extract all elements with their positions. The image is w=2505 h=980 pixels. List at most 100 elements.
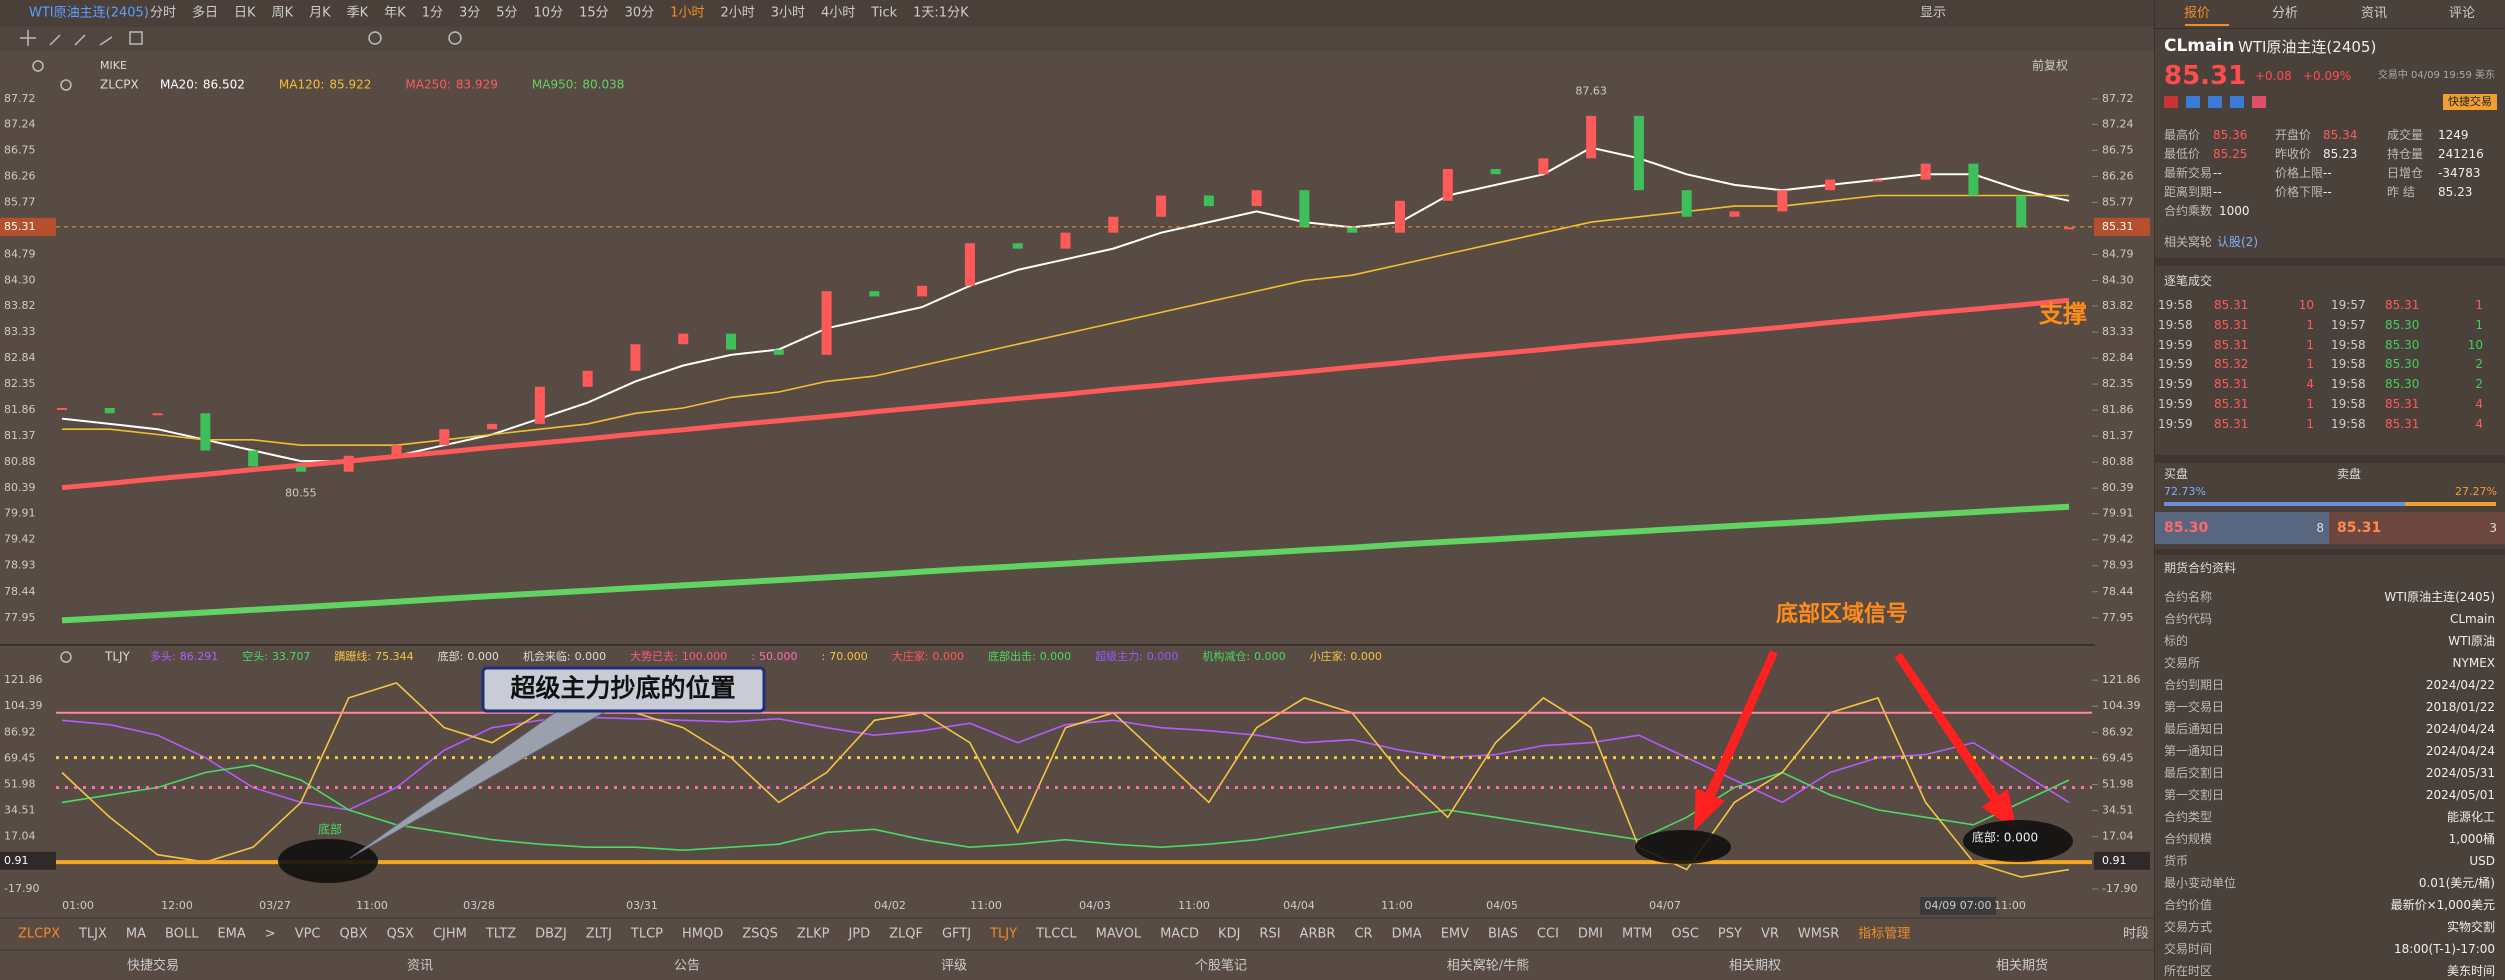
support-label: 支撑 bbox=[2039, 300, 2087, 328]
indicator-tab[interactable]: CR bbox=[1354, 927, 1372, 942]
contract-label: 合约价值 bbox=[2164, 898, 2213, 912]
footer-link[interactable]: 评级 bbox=[941, 959, 967, 974]
period-tab[interactable]: 15分 bbox=[579, 6, 609, 21]
period-tab[interactable]: 5分 bbox=[496, 6, 517, 21]
period-tab[interactable]: 年K bbox=[384, 6, 406, 21]
legend-name: 小庄家: bbox=[1310, 649, 1347, 663]
y-tick-label: 85.77 bbox=[2102, 195, 2134, 208]
indicator-tab[interactable]: ZSQS bbox=[742, 927, 778, 942]
panel-tab[interactable]: 评论 bbox=[2449, 6, 2476, 21]
panel-tab[interactable]: 分析 bbox=[2272, 6, 2299, 21]
adjust-label[interactable]: 前复权 bbox=[2032, 58, 2068, 73]
period-tab[interactable]: 2小时 bbox=[720, 6, 754, 21]
display-menu[interactable]: 显示 bbox=[1920, 6, 1946, 21]
indicator-tab[interactable]: DBZJ bbox=[535, 927, 567, 942]
indicator-tab[interactable]: TLJY bbox=[989, 927, 1017, 942]
stat-value: 85.23 bbox=[2323, 147, 2358, 161]
indicator-tab[interactable]: HMQD bbox=[682, 927, 723, 942]
period-tab[interactable]: 多日 bbox=[192, 5, 218, 21]
y-tick-label: 86.26 bbox=[2102, 169, 2134, 182]
period-tab[interactable]: 分时 bbox=[150, 6, 176, 21]
indicator-tab[interactable]: KDJ bbox=[1218, 927, 1240, 942]
indicator-tab[interactable]: MA bbox=[126, 927, 146, 942]
indicator-tab[interactable]: DMA bbox=[1392, 927, 1422, 942]
y-tick-label: 121.86 bbox=[2102, 673, 2141, 686]
period-tab[interactable]: 10分 bbox=[534, 6, 564, 21]
x-tick-label: 03/31 bbox=[626, 899, 658, 912]
legend-name: 机构减仓: bbox=[1202, 649, 1250, 663]
contract-label: 交易时间 bbox=[2164, 942, 2213, 956]
candle bbox=[678, 333, 689, 345]
period-tab[interactable]: 季K bbox=[347, 6, 369, 21]
divider bbox=[2155, 28, 2505, 29]
trade-volume: 10 bbox=[2467, 337, 2483, 352]
footer-link[interactable]: 快捷交易 bbox=[127, 958, 179, 974]
indicator-tab[interactable]: ZLTJ bbox=[586, 927, 612, 942]
indicator-tab[interactable]: CCI bbox=[1537, 927, 1559, 942]
period-tab[interactable]: 日K bbox=[234, 6, 256, 21]
period-tab[interactable]: 月K bbox=[309, 6, 331, 21]
legend-value: 80.038 bbox=[582, 78, 624, 92]
y-tick-label: 87.72 bbox=[2102, 92, 2134, 105]
period-tab[interactable]: 4小时 bbox=[821, 6, 855, 21]
panel-tab[interactable]: 报价 bbox=[2184, 6, 2211, 21]
footer-link[interactable]: 个股笔记 bbox=[1195, 958, 1247, 974]
indicator-tab[interactable]: > bbox=[265, 927, 276, 942]
panel-tab[interactable]: 资讯 bbox=[2361, 6, 2388, 21]
indicator-tab[interactable]: BIAS bbox=[1488, 927, 1518, 942]
indicator-tab[interactable]: ARBR bbox=[1300, 927, 1336, 942]
warrant-link[interactable]: 相关窝轮 bbox=[2164, 235, 2213, 249]
indicator-tab[interactable]: TLJX bbox=[78, 927, 107, 942]
quick-trade-button[interactable]: 快捷交易 bbox=[2443, 94, 2497, 110]
x-tick-label: 04/05 bbox=[1486, 899, 1518, 912]
indicator-tab[interactable]: WMSR bbox=[1798, 927, 1839, 942]
indicator-tab[interactable]: TLCP bbox=[630, 927, 663, 942]
candle bbox=[391, 445, 402, 456]
indicator-tab[interactable]: TLCCL bbox=[1035, 927, 1077, 942]
indicator-tab[interactable]: OSC bbox=[1671, 927, 1699, 942]
period-tab[interactable]: 1天:1分K bbox=[913, 6, 969, 21]
indicator-tab[interactable]: QBX bbox=[340, 927, 368, 942]
period-tab[interactable]: 1小时 bbox=[670, 6, 704, 21]
indicator-tab[interactable]: TLTZ bbox=[485, 927, 516, 942]
bid-bar bbox=[2164, 502, 2406, 506]
indicator-tab[interactable]: GFTJ bbox=[942, 927, 971, 942]
indicator-tab[interactable]: PSY bbox=[1718, 927, 1742, 942]
high-label: 87.63 bbox=[1575, 85, 1607, 98]
footer-link[interactable]: 相关期权 bbox=[1729, 958, 1781, 974]
indicator-tab[interactable]: ZLQF bbox=[889, 927, 923, 942]
indicator-tab[interactable]: BOLL bbox=[165, 927, 199, 942]
indicator-tab[interactable]: DMI bbox=[1578, 927, 1603, 942]
footer-link[interactable]: 资讯 bbox=[407, 959, 433, 974]
indicator-tab[interactable]: EMA bbox=[217, 927, 245, 942]
indicator-tab[interactable]: QSX bbox=[387, 927, 414, 942]
period-tab[interactable]: Tick bbox=[870, 6, 897, 21]
indicator-tab[interactable]: MTM bbox=[1622, 927, 1652, 942]
indicator-tab[interactable]: EMV bbox=[1441, 927, 1469, 942]
y-tick-label: 84.79 bbox=[2102, 247, 2134, 260]
indicator-tab[interactable]: MACD bbox=[1160, 927, 1199, 942]
indicator-tab[interactable]: MAVOL bbox=[1096, 927, 1142, 942]
period-tab[interactable]: 1分 bbox=[422, 6, 443, 21]
period-tab[interactable]: 30分 bbox=[625, 6, 655, 21]
footer-link[interactable]: 相关窝轮/牛熊 bbox=[1447, 958, 1529, 974]
indicator-tab[interactable]: ZLCPX bbox=[18, 927, 60, 942]
indicator-tab[interactable]: 指标管理 bbox=[1858, 927, 1910, 942]
period-tab[interactable]: 周K bbox=[272, 6, 294, 21]
main-indicator: ZLCPX bbox=[100, 78, 139, 92]
indicator-tab[interactable]: JPD bbox=[847, 927, 870, 942]
period-tab[interactable]: 3小时 bbox=[771, 6, 805, 21]
indicator-tab[interactable]: CJHM bbox=[433, 927, 467, 942]
footer-link[interactable]: 公告 bbox=[674, 959, 700, 974]
period-toggle[interactable]: 时段 bbox=[2123, 927, 2149, 942]
indicator-tab[interactable]: VPC bbox=[295, 927, 321, 942]
period-tab[interactable]: 3分 bbox=[459, 6, 480, 21]
legend-name: MA120: bbox=[279, 78, 325, 92]
indicator-tab[interactable]: RSI bbox=[1259, 927, 1280, 942]
contract-value: 2024/04/24 bbox=[2425, 744, 2495, 758]
warrant-link[interactable]: 认股(2) bbox=[2217, 235, 2258, 249]
indicator-tab[interactable]: ZLKP bbox=[797, 927, 830, 942]
indicator-tab[interactable]: VR bbox=[1761, 927, 1779, 942]
indicator-line bbox=[61, 764, 2070, 852]
footer-link[interactable]: 相关期货 bbox=[1996, 958, 2048, 974]
